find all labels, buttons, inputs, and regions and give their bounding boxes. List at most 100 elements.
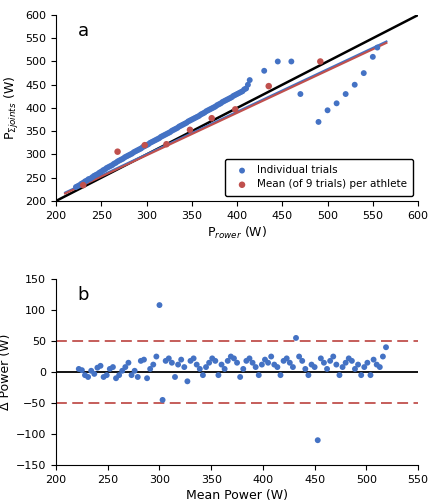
Individual trials	[226, 94, 233, 102]
Mean (of 9 trials) per athlete	[114, 148, 121, 156]
Individual trials	[137, 144, 144, 152]
Point	[273, 363, 280, 371]
Point	[143, 374, 150, 382]
Point	[243, 357, 249, 365]
Mean (of 9 trials) per athlete	[264, 82, 272, 90]
Individual trials	[80, 179, 86, 187]
Point	[289, 363, 296, 371]
Point	[78, 366, 85, 374]
Individual trials	[237, 88, 243, 96]
Individual trials	[260, 67, 267, 75]
Individual trials	[143, 141, 150, 149]
Point	[227, 352, 234, 360]
Point	[316, 354, 323, 362]
Individual trials	[126, 150, 133, 158]
Text: a: a	[77, 22, 89, 40]
Point	[246, 354, 252, 362]
Point	[372, 360, 379, 368]
Point	[344, 354, 351, 362]
Individual trials	[274, 58, 281, 66]
Individual trials	[150, 137, 157, 145]
Individual trials	[173, 124, 180, 132]
Individual trials	[101, 166, 108, 173]
Point	[125, 358, 132, 366]
Point	[171, 373, 178, 381]
Point	[304, 371, 311, 379]
Individual trials	[188, 116, 195, 124]
Point	[103, 371, 110, 379]
Legend: Individual trials, Mean (of 9 trials) per athlete: Individual trials, Mean (of 9 trials) pe…	[225, 159, 412, 196]
Individual trials	[332, 100, 339, 108]
Individual trials	[105, 163, 112, 171]
Individual trials	[287, 58, 294, 66]
Individual trials	[341, 90, 348, 98]
Point	[261, 356, 268, 364]
Point	[382, 343, 389, 351]
Individual trials	[181, 120, 187, 128]
Individual trials	[227, 94, 234, 102]
Mean (of 9 trials) per athlete	[231, 106, 238, 114]
Point	[146, 365, 153, 373]
Point	[286, 358, 292, 366]
Point	[205, 358, 212, 366]
Individual trials	[359, 69, 366, 77]
Individual trials	[87, 174, 94, 182]
Point	[215, 371, 221, 379]
Individual trials	[114, 158, 121, 166]
Individual trials	[199, 110, 206, 118]
Individual trials	[81, 178, 88, 186]
Point	[81, 371, 88, 379]
Individual trials	[123, 152, 130, 160]
Individual trials	[94, 170, 101, 178]
Point	[307, 360, 314, 368]
Point	[196, 365, 203, 373]
Point	[313, 436, 320, 444]
Point	[270, 360, 277, 368]
Individual trials	[164, 129, 171, 137]
Point	[75, 365, 82, 373]
Individual trials	[184, 118, 191, 126]
Individual trials	[208, 104, 215, 112]
Individual trials	[182, 119, 189, 127]
Individual trials	[152, 136, 159, 144]
Individual trials	[159, 132, 166, 140]
Point	[264, 358, 271, 366]
Point	[338, 363, 345, 371]
Point	[258, 360, 265, 368]
Individual trials	[218, 98, 225, 106]
Individual trials	[139, 143, 146, 151]
Individual trials	[168, 127, 175, 135]
Point	[150, 360, 157, 368]
Individual trials	[244, 80, 251, 88]
Point	[351, 365, 358, 373]
Point	[106, 365, 113, 373]
Point	[378, 352, 385, 360]
Point	[360, 363, 367, 371]
Individual trials	[148, 138, 155, 146]
Point	[310, 363, 317, 371]
Individual trials	[161, 131, 168, 139]
Individual trials	[157, 133, 164, 141]
Individual trials	[177, 122, 184, 130]
Point	[174, 360, 181, 368]
Point	[280, 357, 286, 365]
Individual trials	[305, 169, 312, 177]
Individual trials	[209, 104, 216, 112]
Point	[91, 370, 98, 378]
Point	[97, 362, 104, 370]
Point	[224, 357, 230, 365]
Individual trials	[235, 89, 242, 97]
Individual trials	[72, 183, 79, 191]
Individual trials	[213, 101, 220, 109]
Individual trials	[103, 164, 110, 172]
Point	[84, 373, 91, 381]
Individual trials	[215, 100, 222, 108]
Point	[115, 371, 122, 379]
Point	[181, 363, 187, 371]
Individual trials	[233, 90, 240, 98]
Individual trials	[144, 140, 151, 148]
Point	[255, 371, 261, 379]
Point	[122, 363, 129, 371]
Individual trials	[242, 84, 249, 92]
Point	[298, 357, 305, 365]
